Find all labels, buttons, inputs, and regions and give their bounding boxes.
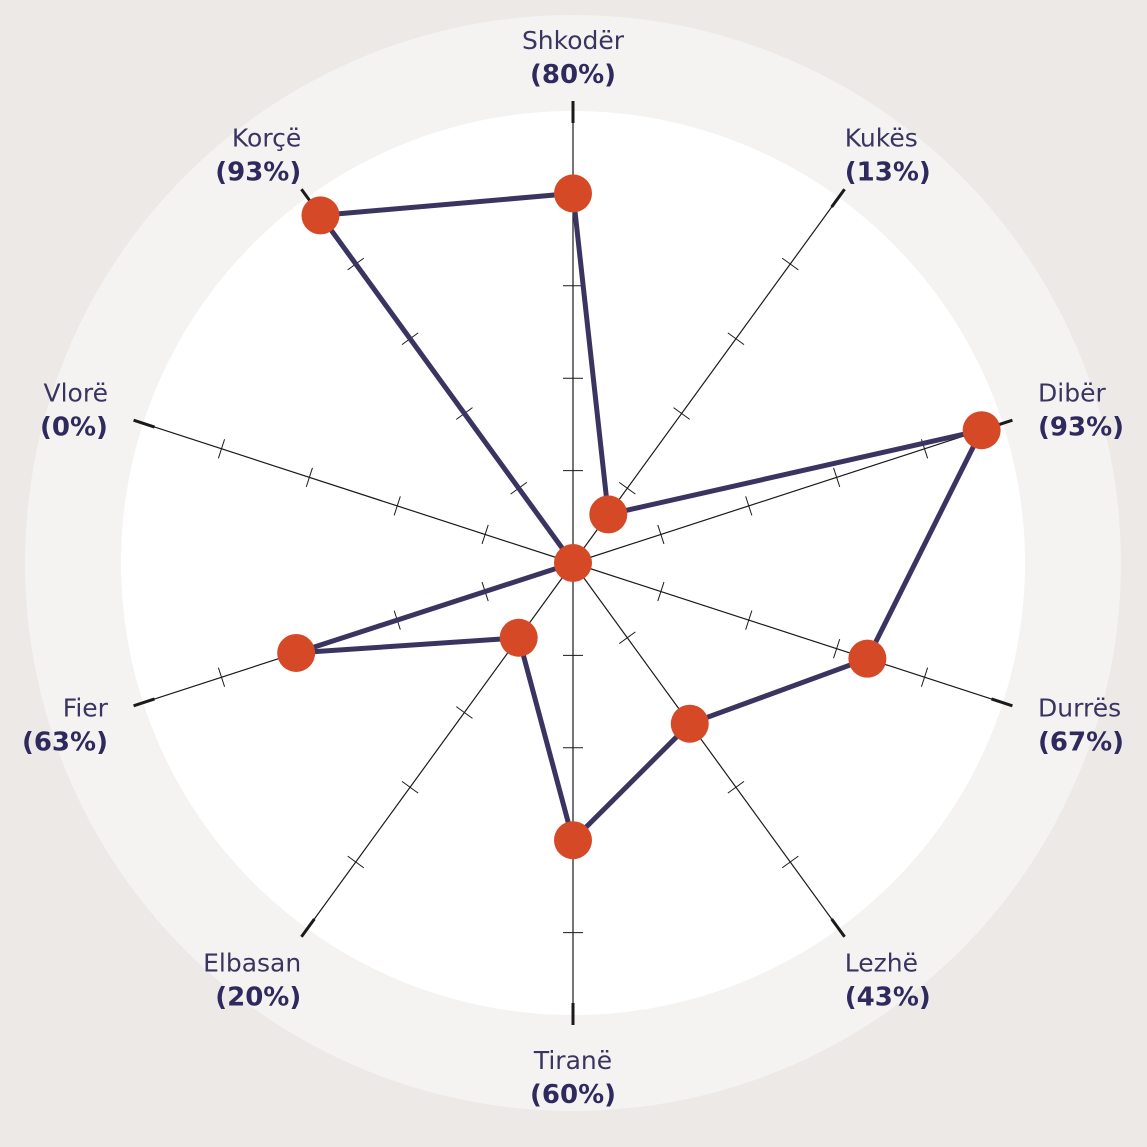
axis-label-9: Korçë [232, 123, 301, 152]
axis-end-cap-8 [133, 418, 155, 429]
data-point-1 [589, 495, 628, 534]
data-point-2 [962, 411, 1001, 450]
value-label-1: (13%) [845, 157, 931, 187]
axis-tick [833, 638, 841, 659]
axis-end-cap-1 [830, 188, 846, 208]
axis-end-cap-6 [300, 918, 316, 938]
axis-tick [833, 467, 841, 488]
axis-tick [657, 524, 665, 545]
axis-tick [781, 257, 799, 271]
axis-tick [618, 631, 636, 645]
axis-line-8 [133, 419, 574, 564]
value-label-5: (60%) [530, 1080, 616, 1110]
axis-label-8: Vlorë [44, 378, 108, 407]
axis-tick [393, 496, 401, 516]
axis-tick [745, 610, 753, 630]
markers-group [277, 174, 1001, 860]
axis-line-4 [572, 562, 846, 938]
value-label-0: (80%) [530, 60, 616, 90]
axis-label-2: Dibër [1038, 378, 1106, 407]
value-label-8: (0%) [40, 412, 108, 442]
data-point-8 [554, 544, 592, 582]
axis-label-7: Fier [63, 694, 109, 723]
value-label-6: (20%) [215, 983, 301, 1013]
axis-line-3 [572, 562, 1013, 707]
data-point-6 [499, 618, 538, 657]
axis-label-3: Durrës [1038, 694, 1121, 723]
axis-tick [745, 496, 753, 516]
data-point-9 [301, 196, 340, 235]
axis-label-1: Kukës [845, 123, 918, 152]
value-label-9: (93%) [215, 157, 301, 187]
value-label-7: (63%) [22, 728, 108, 758]
axis-tick [481, 524, 489, 545]
value-label-2: (93%) [1038, 412, 1124, 442]
labels-group: Shkodër (80%) Kukës (13%) Dibër (93%) Durrës (6… [22, 26, 1124, 1110]
axis-tick [347, 855, 365, 869]
data-point-4 [670, 704, 709, 743]
data-point-5 [554, 821, 592, 860]
axis-tick [455, 706, 473, 719]
data-point-3 [848, 639, 887, 678]
axis-tick [673, 407, 691, 420]
axis-tick [727, 332, 745, 346]
axis-end-cap-4 [830, 918, 846, 938]
axis-end-cap-7 [133, 697, 155, 708]
axis-tick [657, 581, 665, 602]
axis-label-4: Lezhë [845, 949, 918, 978]
axis-tick [401, 780, 419, 794]
axis-tick [217, 439, 226, 459]
data-point-0 [554, 174, 592, 213]
value-label-4: (43%) [845, 983, 931, 1013]
axis-tick [727, 780, 745, 794]
axis-tick [781, 855, 799, 869]
axis-label-6: Elbasan [203, 949, 301, 978]
axis-tick [305, 467, 313, 488]
axis-label-5: Tiranë [533, 1046, 612, 1075]
axis-tick [217, 667, 226, 687]
data-point-7 [277, 633, 316, 672]
axis-line-2 [572, 419, 1013, 564]
axis-tick [920, 667, 929, 687]
axis-label-0: Shkodër [522, 26, 625, 55]
axis-end-cap-3 [991, 697, 1013, 708]
value-label-3: (67%) [1038, 728, 1124, 758]
axis-tick [618, 481, 636, 495]
